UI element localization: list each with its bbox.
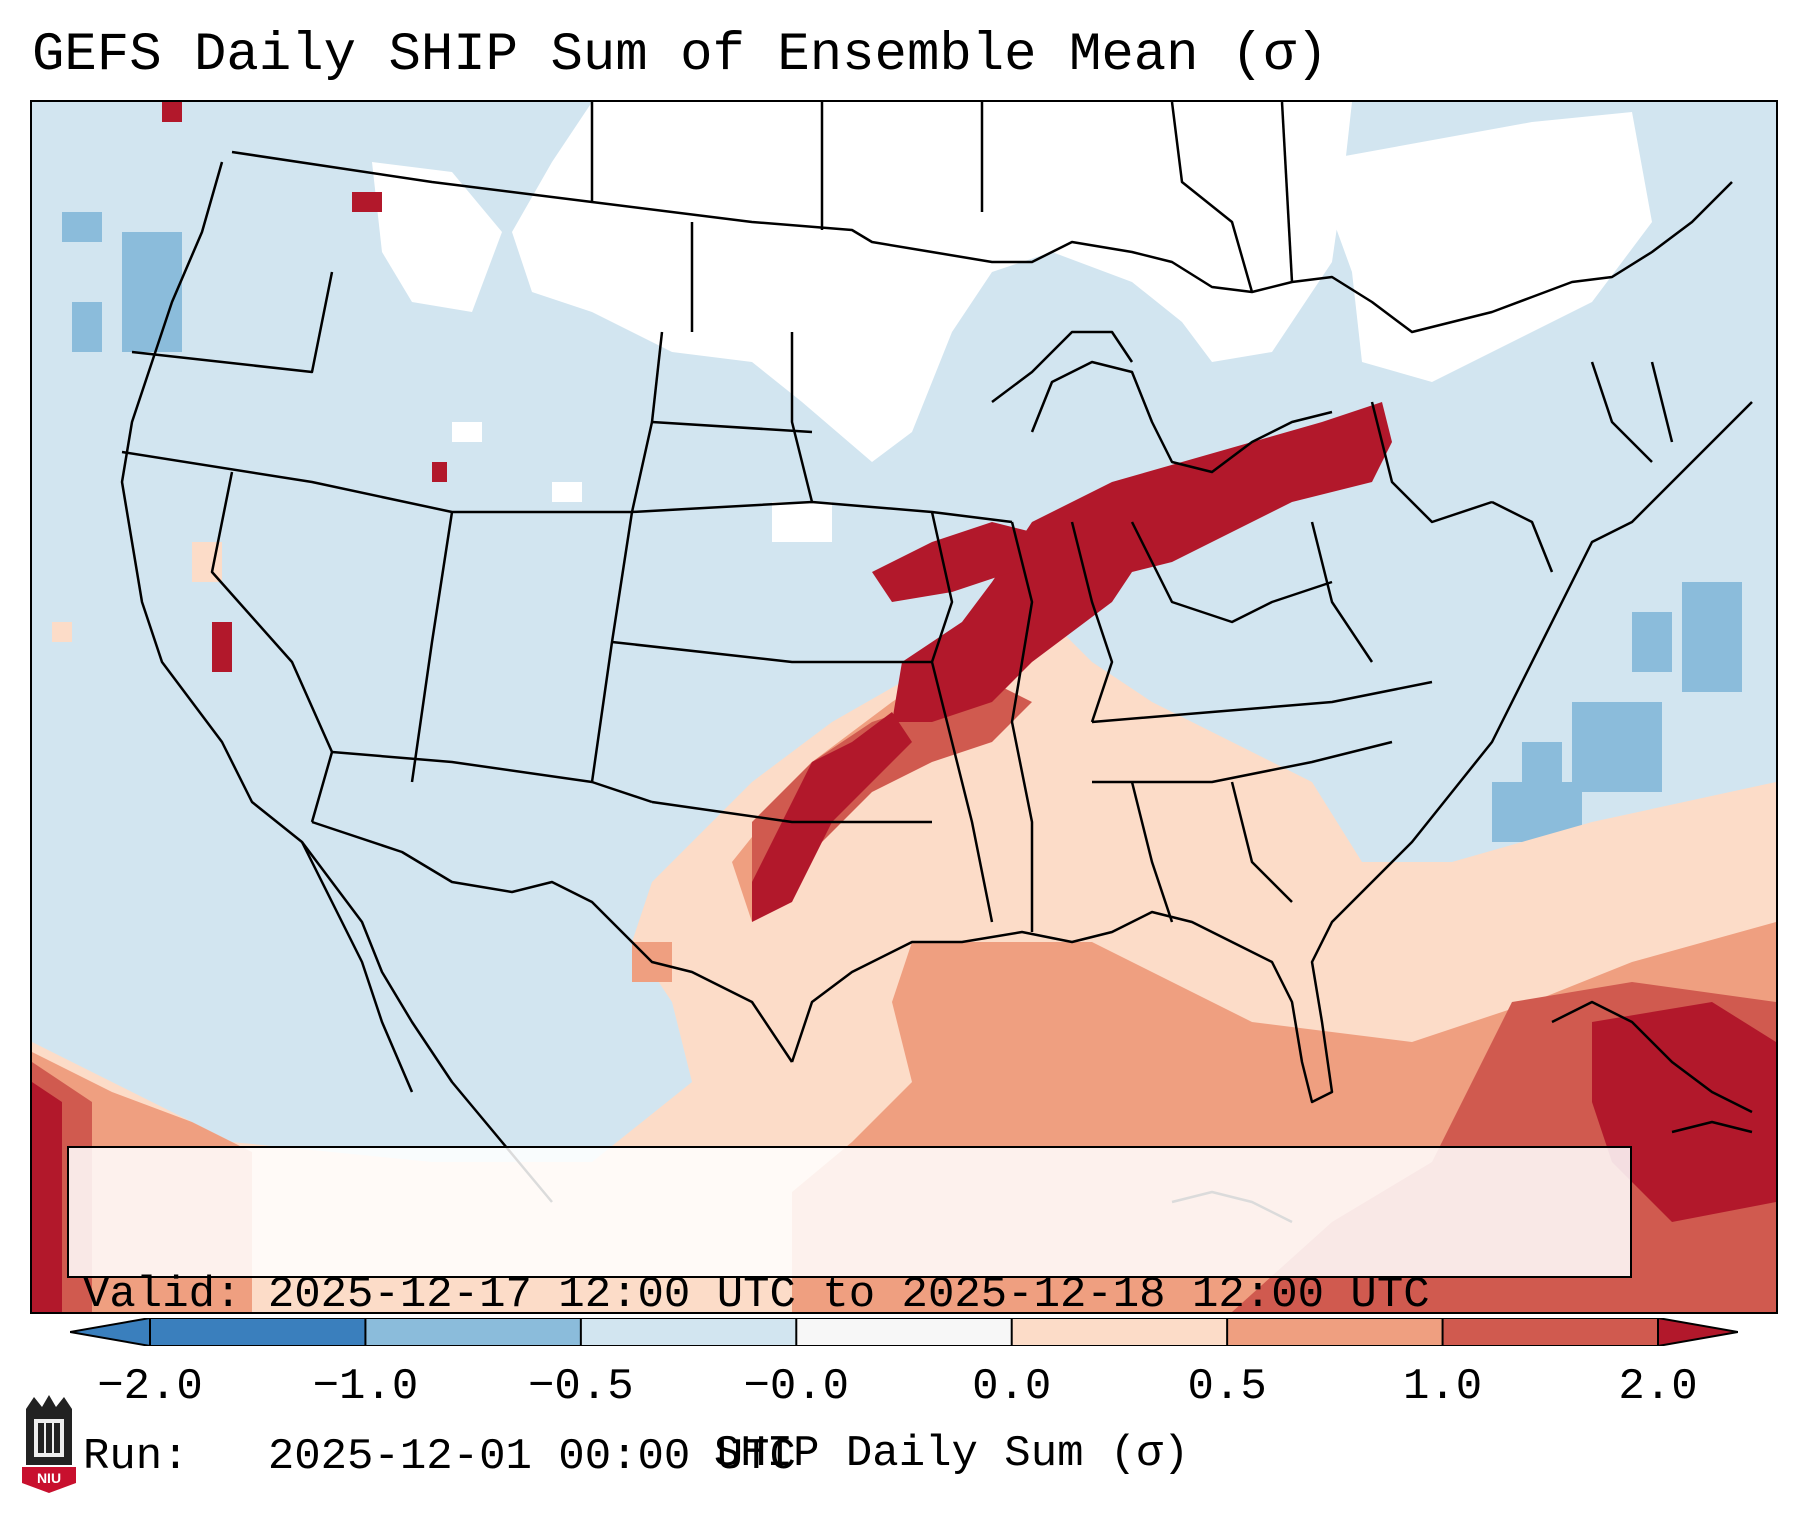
run-row: Run: 2025-12-01 00:00 UTC xyxy=(83,1430,1630,1484)
field-extreme-positive xyxy=(32,102,1776,1312)
colorbar-segment xyxy=(1442,1318,1659,1346)
colorbar-tick-label: −0.5 xyxy=(528,1362,634,1412)
logo-text: NIU xyxy=(37,1470,61,1486)
colorbar-tick-label: 0.5 xyxy=(1187,1362,1267,1412)
colorbar-tick-label: −0.0 xyxy=(743,1362,850,1412)
valid-row: Valid: 2025-12-17 12:00 UTC to 2025-12-1… xyxy=(83,1268,1630,1322)
map-panel[interactable] xyxy=(30,100,1778,1314)
colorbar-tick-label: −1.0 xyxy=(312,1362,419,1412)
chart-title: GEFS Daily SHIP Sum of Ensemble Mean (σ) xyxy=(32,25,1329,86)
colorbar-tick-label: 1.0 xyxy=(1402,1362,1483,1412)
field-medium-blue xyxy=(62,212,1742,842)
niu-logo: NIU xyxy=(20,1393,78,1493)
political-borders xyxy=(120,102,1753,1224)
colorbar-extend-high xyxy=(1658,1318,1738,1346)
colorbar-extend-low xyxy=(70,1318,150,1346)
colorbar-svg xyxy=(69,1317,1739,1347)
map-svg xyxy=(32,102,1776,1312)
colorbar-tick-label: 2.0 xyxy=(1618,1362,1698,1412)
colorbar xyxy=(69,1317,1739,1347)
valid-label: Valid: xyxy=(83,1270,242,1320)
colorbar-segment xyxy=(365,1318,582,1346)
colorbar-segment xyxy=(1227,1318,1444,1346)
niu-university-logo-icon: NIU xyxy=(22,1395,76,1493)
colorbar-segment xyxy=(796,1318,1013,1346)
colorbar-label: SHIP Daily Sum (σ) xyxy=(713,1429,1190,1479)
colorbar-tick-label: 0.0 xyxy=(972,1362,1052,1412)
colorbar-segment xyxy=(1011,1318,1228,1346)
valid-run-info-box: Valid: 2025-12-17 12:00 UTC to 2025-12-1… xyxy=(67,1146,1632,1482)
colorbar-segment xyxy=(580,1318,797,1346)
valid-value: 2025-12-17 12:00 UTC to 2025-12-18 12:00… xyxy=(267,1270,1430,1320)
colorbar-tick-label: −2.0 xyxy=(97,1362,203,1412)
field-near-zero xyxy=(372,102,1652,542)
colorbar-segment xyxy=(150,1318,366,1346)
run-value: 2025-12-01 00:00 UTC xyxy=(267,1432,796,1482)
run-label: Run: xyxy=(83,1432,189,1482)
